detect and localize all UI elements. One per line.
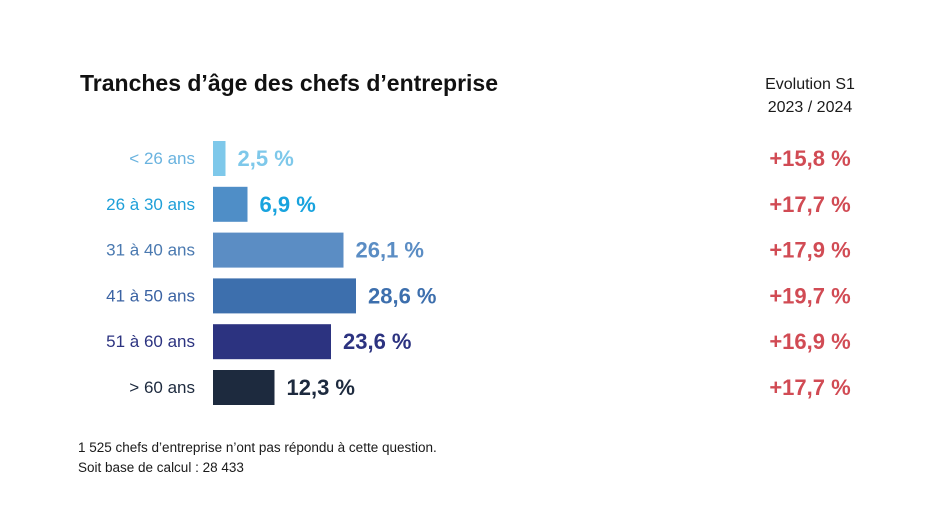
bar: [213, 324, 331, 360]
evolution-header-line2: 2023 / 2024: [767, 99, 853, 116]
value-label: 2,5 %: [238, 146, 294, 171]
evolution-value: +17,7 %: [769, 192, 850, 217]
footnote-line1: 1 525 chefs d’entreprise n’ont pas répon…: [78, 440, 437, 455]
category-label: 26 à 30 ans: [106, 195, 195, 214]
category-label: 31 à 40 ans: [106, 241, 195, 260]
evolution-header: Evolution S1 2023 / 2024: [745, 73, 875, 119]
value-label: 26,1 %: [356, 238, 425, 263]
bar: [213, 141, 226, 176]
value-label: 12,3 %: [287, 375, 356, 400]
value-label: 23,6 %: [343, 329, 412, 354]
category-label: < 26 ans: [129, 149, 195, 168]
evolution-header-line1: Evolution S1: [765, 76, 855, 93]
value-label: 6,9 %: [260, 192, 316, 217]
bar: [213, 370, 275, 405]
evolution-value: +17,9 %: [769, 238, 850, 263]
chart-title: Tranches d’âge des chefs d’entreprise: [80, 70, 498, 96]
footnote-line2: Soit base de calcul : 28 433: [78, 460, 244, 475]
category-label: 51 à 60 ans: [106, 332, 195, 351]
evolution-value: +19,7 %: [769, 283, 850, 308]
bar: [213, 232, 344, 268]
value-label: 28,6 %: [368, 283, 437, 308]
bar: [213, 186, 248, 222]
footnote: 1 525 chefs d’entreprise n’ont pas répon…: [78, 438, 437, 478]
category-label: > 60 ans: [129, 378, 195, 397]
bar: [213, 278, 356, 314]
evolution-value: +16,9 %: [769, 329, 850, 354]
evolution-value: +15,8 %: [769, 146, 850, 171]
category-label: 41 à 50 ans: [106, 286, 195, 305]
evolution-value: +17,7 %: [769, 375, 850, 400]
